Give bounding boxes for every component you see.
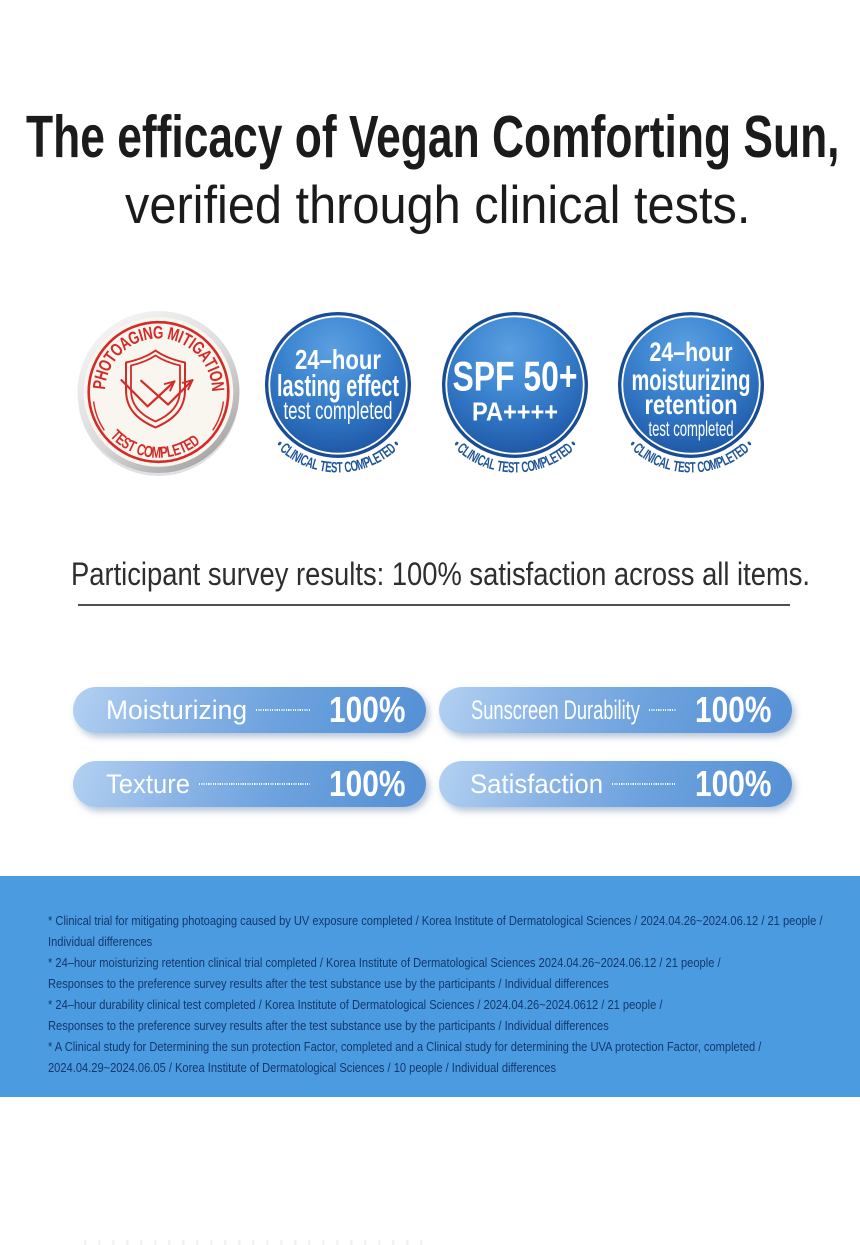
svg-text:L: L xyxy=(663,456,673,474)
svg-text:G: G xyxy=(153,324,163,343)
svg-text:SPF 50+: SPF 50+ xyxy=(453,353,578,400)
svg-text:I: I xyxy=(295,451,305,467)
svg-text:S: S xyxy=(684,459,691,476)
svg-text:M: M xyxy=(151,443,161,462)
svg-text:I: I xyxy=(640,447,651,462)
svg-text:M: M xyxy=(165,325,181,346)
svg-text:P: P xyxy=(90,379,110,390)
svg-text:I: I xyxy=(648,451,658,467)
svg-text:lasting effect: lasting effect xyxy=(277,369,399,403)
svg-text:N: N xyxy=(207,381,227,392)
svg-text:I: I xyxy=(287,447,298,462)
svg-text:O: O xyxy=(349,457,360,475)
svg-text:E: E xyxy=(677,459,685,476)
svg-text:O: O xyxy=(702,457,713,475)
svg-text:I: I xyxy=(136,326,145,345)
svg-text:N: N xyxy=(141,324,154,345)
svg-text:test completed: test completed xyxy=(649,418,734,441)
svg-text:PA++++: PA++++ xyxy=(472,396,558,426)
svg-text:O: O xyxy=(143,441,155,461)
svg-text:E: E xyxy=(324,459,332,476)
svg-text:T: T xyxy=(496,458,505,476)
svg-text:S: S xyxy=(331,459,338,476)
svg-text:P: P xyxy=(714,454,726,472)
svg-text:T: T xyxy=(319,458,328,476)
svg-text:T: T xyxy=(690,459,696,476)
svg-text:T: T xyxy=(672,458,681,476)
svg-text:C: C xyxy=(696,458,705,475)
svg-text:O: O xyxy=(526,457,537,475)
svg-text:P: P xyxy=(159,442,168,461)
svg-text:I: I xyxy=(472,451,482,467)
svg-text:24–hour: 24–hour xyxy=(650,337,733,367)
svg-text:retention: retention xyxy=(645,389,738,420)
svg-text:L: L xyxy=(310,456,320,474)
svg-text:I: I xyxy=(203,364,222,375)
svg-text:T: T xyxy=(514,459,520,476)
svg-text:E: E xyxy=(501,459,509,476)
svg-text:T: T xyxy=(337,459,343,476)
svg-text:moisturizing: moisturizing xyxy=(632,364,751,397)
svg-text:I: I xyxy=(175,328,186,347)
svg-text:test completed: test completed xyxy=(284,397,393,425)
svg-text:C: C xyxy=(343,458,352,475)
svg-text:I: I xyxy=(464,447,475,462)
svg-text:L: L xyxy=(165,441,176,460)
svg-text:O: O xyxy=(204,369,225,384)
svg-text:24–hour: 24–hour xyxy=(295,344,381,375)
svg-text:S: S xyxy=(508,459,515,476)
svg-text:P: P xyxy=(361,454,373,472)
svg-text:C: C xyxy=(520,458,529,475)
svg-text:P: P xyxy=(538,454,550,472)
svg-text:L: L xyxy=(487,456,497,474)
